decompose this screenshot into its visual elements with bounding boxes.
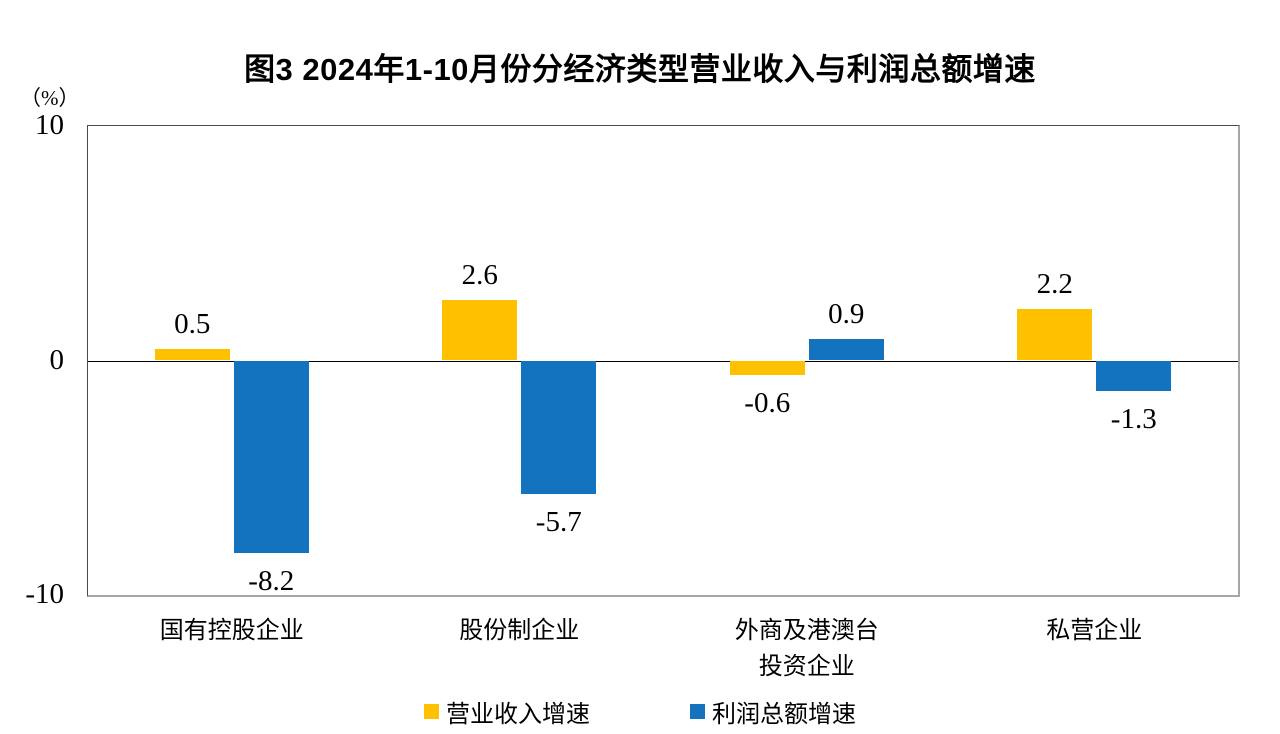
y-tick-label: 10 [35,109,64,141]
value-label: -1.3 [1110,402,1157,435]
category-label: 股份制企业 [459,618,580,644]
category-label: 外商及港澳台 投资企业 [734,618,879,680]
zero-axis-line [88,360,1238,362]
category-label: 私营企业 [1046,618,1143,644]
bar-revenue [1017,308,1093,361]
value-label: -8.2 [248,564,295,597]
legend-swatch-icon [424,704,439,719]
legend-label: 利润总额增速 [712,702,856,728]
legend-item: 营业收入增速 [424,694,590,729]
bar-profit [521,360,597,495]
value-label: 0.5 [174,307,211,340]
legend-item: 利润总额增速 [690,694,856,729]
bar-profit [1096,360,1172,391]
bar-profit [233,360,309,553]
category-label: 国有控股企业 [159,618,304,644]
plot-area: 0.5 -8.2 国有控股企业 2.6 -5.7 股份制企业 -0.6 0.9 外商及港澳台 投… [87,125,1240,680]
bar-revenue [442,299,518,361]
y-tick-label: 0 [49,343,65,376]
y-axis-unit: （%） [20,86,80,110]
value-label: 2.2 [1036,267,1073,300]
bar-revenue [729,360,805,375]
y-axis-ticks: 10 0 -10 [0,109,65,610]
y-tick-label: -10 [25,578,64,610]
legend: 营业收入增速 利润总额增速 [0,694,1280,729]
value-label: -5.7 [535,506,582,539]
bar-revenue [154,348,230,361]
value-label: -0.6 [744,386,791,419]
value-label: 2.6 [461,258,498,291]
value-label: 0.9 [828,298,865,331]
legend-swatch-icon [690,704,705,719]
chart-title: 图3 2024年1-10月份分经济类型营业收入与利润总额增速 [244,52,1036,87]
bar-profit [808,339,884,361]
legend-label: 营业收入增速 [446,702,590,728]
